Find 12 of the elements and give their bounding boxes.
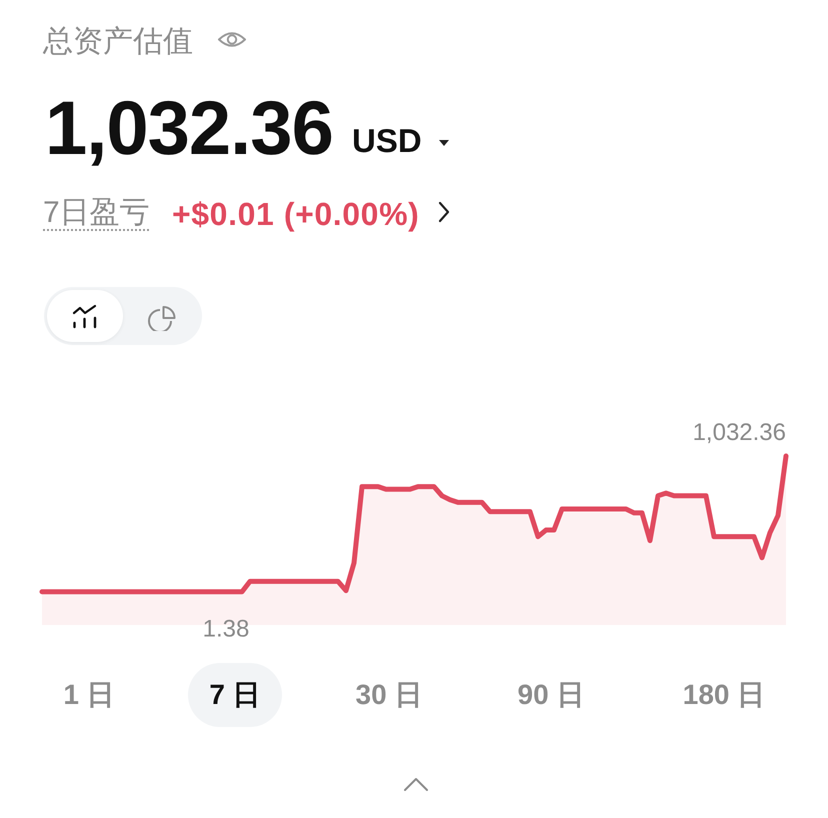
text: 7日盈亏: [43, 196, 150, 229]
text: 180 日: [682, 679, 766, 710]
data-label: 1,032.36: [692, 419, 786, 446]
chart-title: 总资产估值: [43, 25, 193, 58]
text: USD: [352, 122, 422, 159]
text: 1 日: [63, 679, 115, 710]
text: 7 日: [209, 679, 261, 710]
text: +$0.01 (+0.00%): [172, 196, 420, 232]
text: 90 日: [518, 679, 584, 710]
text: 30 日: [356, 679, 422, 710]
text: 1,032.36: [45, 86, 333, 171]
data-label: 1.38: [202, 615, 250, 642]
